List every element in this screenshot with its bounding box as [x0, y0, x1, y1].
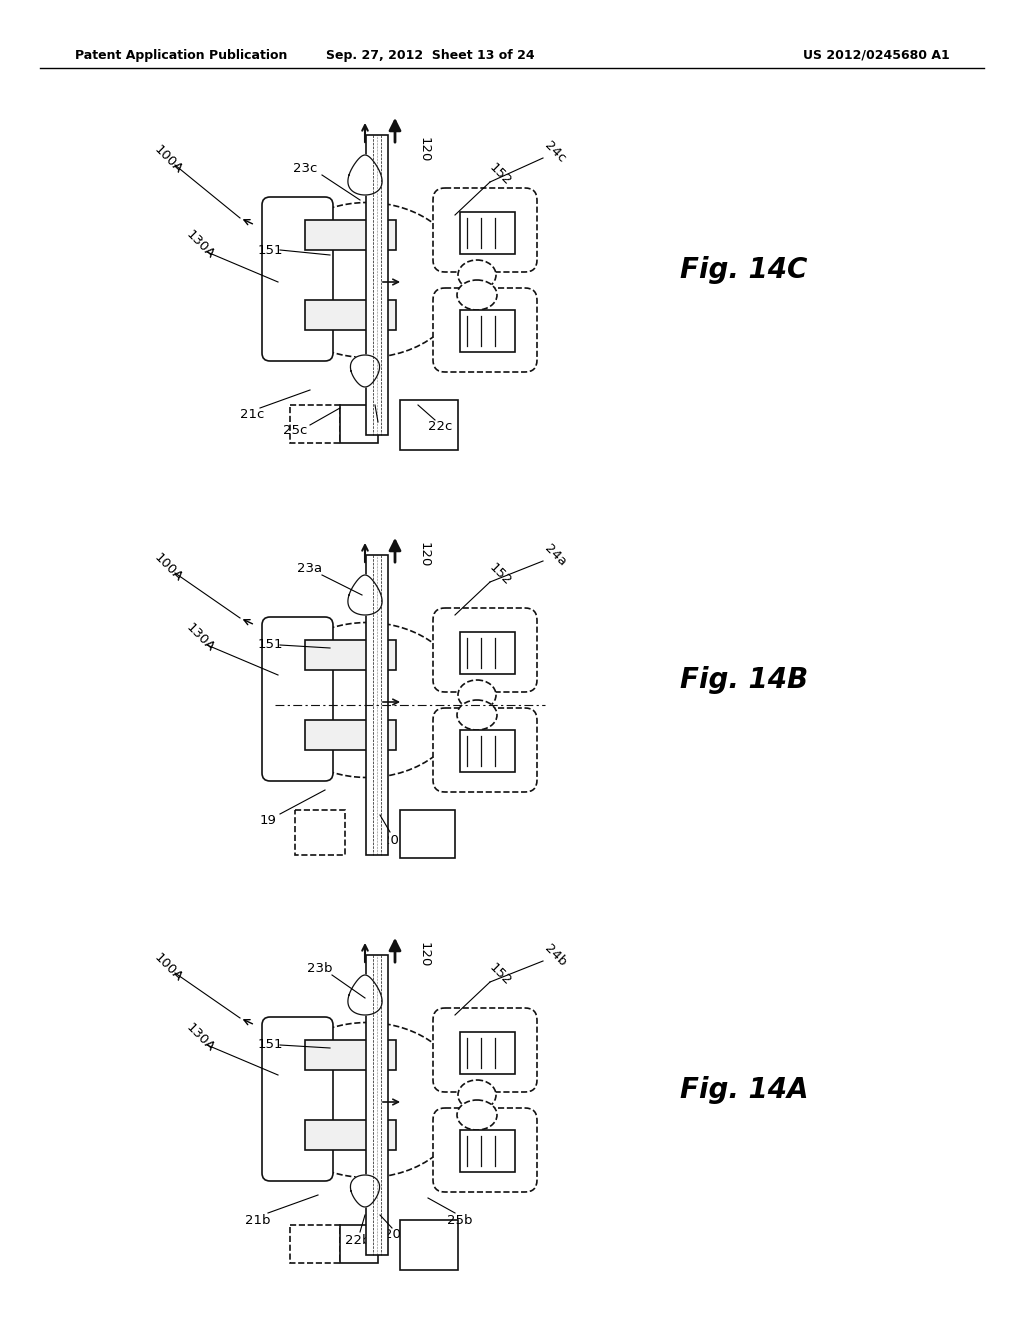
Ellipse shape — [458, 680, 496, 710]
Ellipse shape — [269, 623, 465, 777]
Text: 130A: 130A — [183, 228, 217, 261]
Bar — [290, 405, 340, 444]
Text: Fig. 14C: Fig. 14C — [680, 256, 807, 284]
FancyBboxPatch shape — [262, 1016, 333, 1181]
Text: 120: 120 — [418, 137, 430, 162]
Text: Patent Application Publication: Patent Application Publication — [75, 49, 288, 62]
Text: 100A: 100A — [152, 144, 184, 177]
Polygon shape — [348, 975, 382, 1015]
Text: Sep. 27, 2012  Sheet 13 of 24: Sep. 27, 2012 Sheet 13 of 24 — [326, 49, 535, 62]
Text: 23b: 23b — [307, 961, 333, 974]
Bar — [460, 1130, 515, 1172]
Text: 21b: 21b — [246, 1213, 270, 1226]
Text: 21c: 21c — [240, 408, 264, 421]
Polygon shape — [350, 1175, 380, 1206]
Text: 152: 152 — [486, 161, 514, 189]
Bar — [400, 1220, 458, 1270]
Ellipse shape — [457, 280, 497, 310]
Text: 20: 20 — [382, 833, 398, 846]
Text: 151: 151 — [257, 1039, 283, 1052]
Ellipse shape — [269, 202, 465, 358]
FancyBboxPatch shape — [433, 288, 537, 372]
FancyBboxPatch shape — [433, 1107, 537, 1192]
Text: 25c: 25c — [283, 424, 307, 437]
FancyBboxPatch shape — [262, 197, 333, 360]
FancyBboxPatch shape — [433, 187, 537, 272]
Text: 130A: 130A — [183, 622, 217, 655]
Text: 25b: 25b — [447, 1213, 473, 1226]
Bar — [295, 810, 345, 855]
Text: 22b: 22b — [345, 1233, 371, 1246]
Ellipse shape — [458, 1080, 496, 1110]
Bar — [366, 954, 388, 1255]
Text: 20: 20 — [384, 1229, 400, 1242]
Text: 130A: 130A — [183, 1022, 217, 1055]
Bar — [460, 213, 515, 253]
Bar — [305, 1040, 396, 1071]
Text: 100A: 100A — [152, 552, 184, 585]
Ellipse shape — [269, 1023, 465, 1177]
Text: 24b: 24b — [542, 941, 568, 969]
Bar — [340, 1225, 378, 1263]
Text: 152: 152 — [486, 561, 514, 589]
Text: 120: 120 — [418, 543, 430, 568]
Ellipse shape — [458, 260, 496, 290]
Bar — [460, 730, 515, 772]
Bar — [305, 719, 396, 750]
Bar — [366, 554, 388, 855]
Bar — [400, 810, 455, 858]
Text: 22c: 22c — [428, 421, 453, 433]
Text: 24a: 24a — [542, 541, 568, 569]
Bar — [400, 400, 458, 450]
Bar — [305, 1119, 396, 1150]
Text: Fig. 14B: Fig. 14B — [680, 667, 808, 694]
Text: 23a: 23a — [297, 561, 323, 574]
Polygon shape — [348, 576, 382, 615]
Text: 152: 152 — [486, 961, 514, 989]
Bar — [460, 632, 515, 675]
Text: 20: 20 — [370, 424, 386, 437]
Bar — [460, 310, 515, 352]
Text: 151: 151 — [257, 243, 283, 256]
Text: Fig. 14A: Fig. 14A — [680, 1076, 809, 1104]
Text: US 2012/0245680 A1: US 2012/0245680 A1 — [803, 49, 950, 62]
Text: 151: 151 — [257, 639, 283, 652]
Bar — [340, 405, 378, 444]
Text: 23c: 23c — [293, 161, 317, 174]
Text: 120: 120 — [418, 942, 430, 968]
Bar — [305, 640, 396, 671]
Polygon shape — [348, 154, 382, 195]
Bar — [305, 220, 396, 249]
Text: 24c: 24c — [542, 139, 568, 165]
Bar — [305, 300, 396, 330]
FancyBboxPatch shape — [433, 609, 537, 692]
Text: 100A: 100A — [152, 952, 184, 985]
Text: 19: 19 — [259, 813, 276, 826]
Bar — [290, 1225, 340, 1263]
Bar — [366, 135, 388, 436]
Ellipse shape — [457, 1100, 497, 1130]
FancyBboxPatch shape — [433, 1008, 537, 1092]
Bar — [460, 1032, 515, 1074]
Ellipse shape — [457, 700, 497, 730]
FancyBboxPatch shape — [433, 708, 537, 792]
Polygon shape — [350, 355, 380, 387]
FancyBboxPatch shape — [262, 616, 333, 781]
